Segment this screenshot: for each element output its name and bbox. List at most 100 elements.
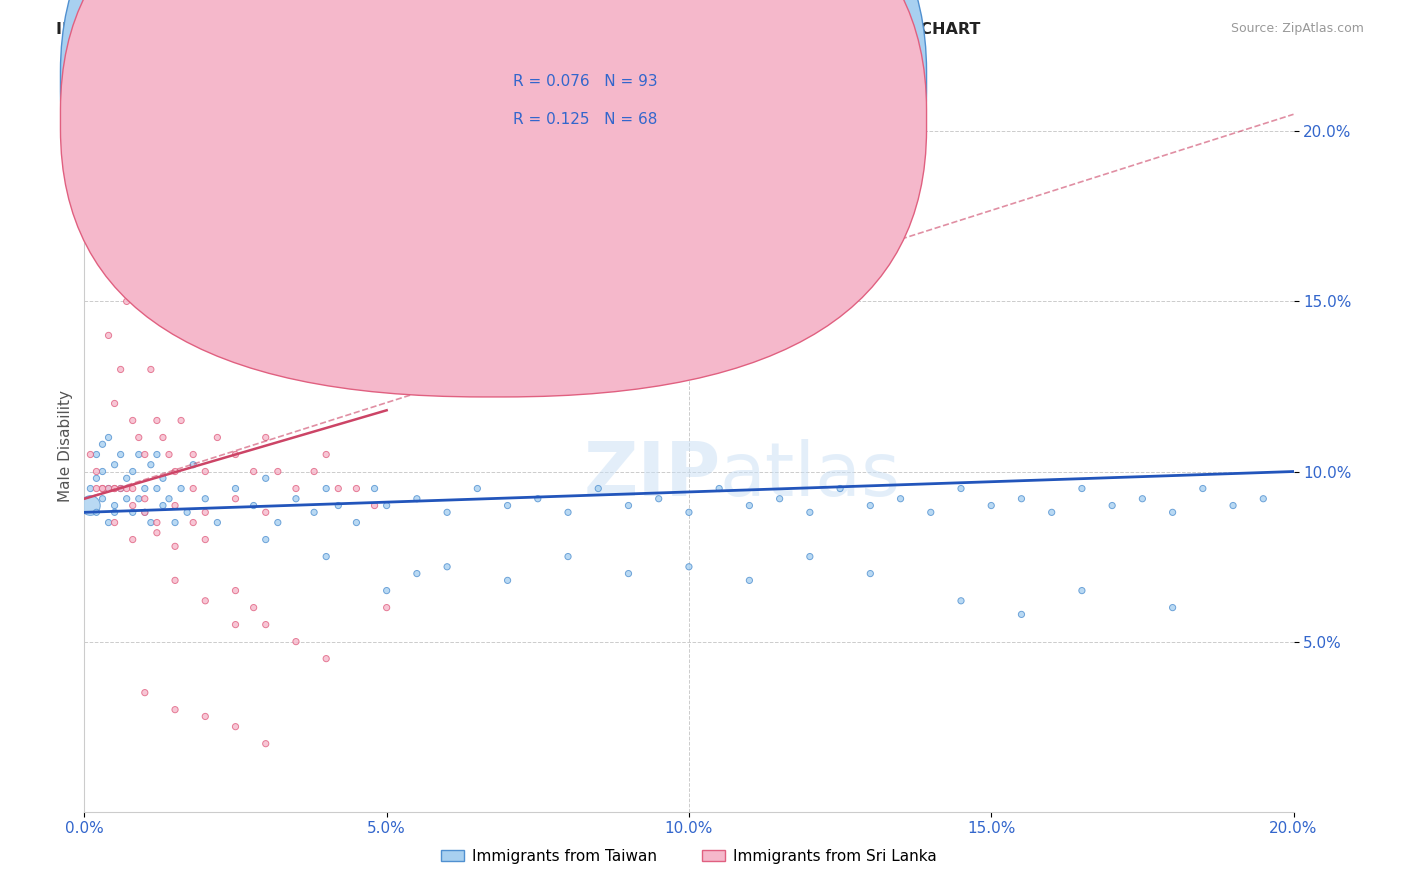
Point — [110, 362, 132, 376]
Point — [1130, 491, 1153, 506]
Point — [121, 413, 143, 427]
Point — [1071, 583, 1094, 598]
Point — [830, 482, 852, 496]
Point — [799, 549, 821, 564]
Point — [86, 482, 108, 496]
Point — [181, 516, 204, 530]
Point — [363, 482, 385, 496]
Point — [496, 499, 519, 513]
Point — [267, 465, 290, 479]
Point — [110, 448, 132, 462]
Point — [121, 482, 143, 496]
Point — [97, 482, 120, 496]
Point — [79, 499, 101, 513]
Point — [980, 499, 1002, 513]
Point — [557, 505, 579, 519]
Point — [152, 430, 174, 444]
Point — [134, 505, 156, 519]
Point — [678, 559, 700, 574]
Point — [86, 505, 108, 519]
Point — [91, 491, 114, 506]
Point — [315, 549, 337, 564]
Point — [302, 465, 325, 479]
Point — [146, 516, 169, 530]
Point — [79, 141, 101, 155]
Point — [121, 505, 143, 519]
Point — [139, 516, 162, 530]
Point — [115, 294, 138, 309]
Point — [406, 491, 429, 506]
Point — [225, 448, 247, 462]
Point — [225, 617, 247, 632]
Point — [146, 413, 169, 427]
Point — [648, 491, 671, 506]
Point — [152, 471, 174, 485]
Point — [121, 465, 143, 479]
Point — [194, 594, 217, 608]
Point — [302, 505, 325, 519]
Point — [170, 413, 193, 427]
Point — [769, 491, 792, 506]
Point — [1222, 499, 1244, 513]
Point — [709, 482, 731, 496]
Text: R = 0.125   N = 68: R = 0.125 N = 68 — [513, 112, 658, 127]
Point — [121, 499, 143, 513]
Point — [799, 505, 821, 519]
Point — [1101, 499, 1123, 513]
Point — [617, 566, 640, 581]
Point — [110, 482, 132, 496]
Point — [738, 574, 761, 588]
Point — [375, 600, 398, 615]
Point — [146, 525, 169, 540]
Point — [617, 499, 640, 513]
Point — [315, 448, 337, 462]
Point — [207, 430, 229, 444]
Point — [165, 499, 187, 513]
Point — [128, 491, 150, 506]
Point — [91, 482, 114, 496]
Point — [375, 583, 398, 598]
Text: Source: ZipAtlas.com: Source: ZipAtlas.com — [1230, 22, 1364, 36]
Point — [467, 482, 489, 496]
Point — [134, 491, 156, 506]
Point — [207, 516, 229, 530]
Point — [406, 566, 429, 581]
Point — [104, 516, 127, 530]
Point — [285, 634, 308, 648]
Point — [254, 471, 277, 485]
Point — [920, 505, 942, 519]
Point — [1011, 491, 1033, 506]
Point — [97, 516, 120, 530]
Point — [157, 491, 180, 506]
Point — [738, 499, 761, 513]
Point — [267, 516, 290, 530]
Point — [79, 482, 101, 496]
Point — [110, 482, 132, 496]
Point — [242, 499, 264, 513]
Point — [950, 594, 973, 608]
Point — [86, 471, 108, 485]
Point — [1161, 505, 1184, 519]
Point — [134, 482, 156, 496]
Point — [128, 430, 150, 444]
Point — [91, 482, 114, 496]
Point — [115, 491, 138, 506]
Point — [181, 448, 204, 462]
Point — [157, 448, 180, 462]
Point — [146, 448, 169, 462]
Point — [170, 482, 193, 496]
Point — [86, 448, 108, 462]
Point — [225, 720, 247, 734]
Point — [181, 482, 204, 496]
Point — [194, 491, 217, 506]
Point — [97, 328, 120, 343]
Point — [194, 709, 217, 723]
Text: ZIP: ZIP — [583, 439, 721, 512]
Point — [104, 482, 127, 496]
Point — [194, 505, 217, 519]
Point — [194, 533, 217, 547]
Point — [1011, 607, 1033, 622]
Point — [115, 471, 138, 485]
Point — [346, 482, 368, 496]
Point — [104, 458, 127, 472]
